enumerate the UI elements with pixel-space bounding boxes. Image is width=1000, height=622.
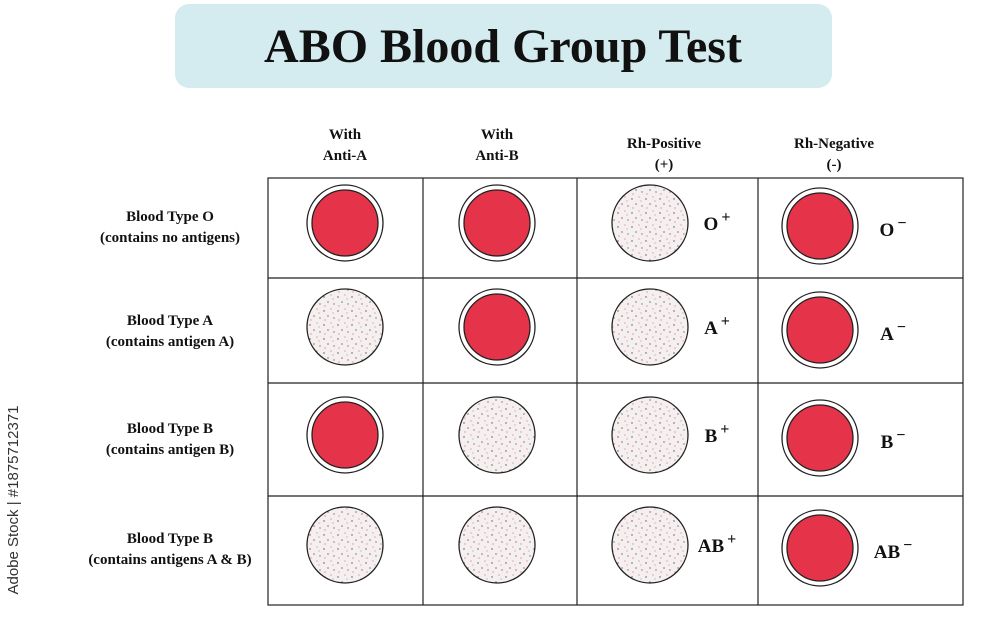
watermark: Adobe Stock | #1875712371 <box>5 405 22 594</box>
row-label: Blood Type O <box>126 209 214 225</box>
blood-type: O + <box>704 209 731 235</box>
rh-sign: − <box>903 537 912 554</box>
column-header: Rh-Positive <box>627 136 702 152</box>
table-grid <box>267 177 964 606</box>
blood-type: AB + <box>698 531 737 557</box>
row-label: (contains antigens A & B) <box>88 552 251 568</box>
type-letter: A <box>704 318 718 339</box>
column-header: Anti-B <box>475 148 518 164</box>
column-header: (-) <box>827 157 842 173</box>
title: ABO Blood Group Test <box>264 20 742 73</box>
well-red <box>786 192 854 260</box>
type-letter: AB <box>698 536 725 557</box>
type-letter: B <box>881 432 894 453</box>
row-label: Blood Type A <box>127 313 213 329</box>
well-red <box>786 514 854 582</box>
well-clumped <box>611 396 689 474</box>
column-header: Anti-A <box>323 148 367 164</box>
well-red <box>463 293 531 361</box>
rh-sign: + <box>720 421 729 438</box>
type-letter: B <box>705 426 718 447</box>
well-red <box>311 189 379 257</box>
type-letter: AB <box>874 542 901 563</box>
row-label: (contains antigen A) <box>106 334 234 350</box>
column-header: (+) <box>655 157 674 173</box>
type-letter: O <box>880 220 895 241</box>
well-clumped <box>458 396 536 474</box>
type-letter: O <box>704 214 719 235</box>
column-header: Rh-Negative <box>794 136 874 152</box>
rh-sign: − <box>897 319 906 336</box>
row-label: (contains no antigens) <box>100 230 240 246</box>
well-red <box>786 404 854 472</box>
well-clumped <box>458 506 536 584</box>
well-clumped <box>611 288 689 366</box>
well-clumped <box>306 288 384 366</box>
rh-sign: + <box>721 209 730 226</box>
blood-type: AB − <box>874 537 913 563</box>
well-red <box>311 401 379 469</box>
blood-type: O − <box>880 215 907 241</box>
well-red <box>786 296 854 364</box>
blood-type: A − <box>880 319 906 345</box>
row-label: (contains antigen B) <box>106 442 234 458</box>
well-red <box>463 189 531 257</box>
type-letter: A <box>880 324 894 345</box>
well-clumped <box>611 506 689 584</box>
well-clumped <box>611 184 689 262</box>
blood-type: B + <box>705 421 730 447</box>
rh-sign: − <box>897 215 906 232</box>
rh-sign: − <box>896 427 905 444</box>
blood-type: B − <box>881 427 906 453</box>
blood-type: A + <box>704 313 730 339</box>
row-label: Blood Type B <box>127 421 213 437</box>
rh-sign: + <box>727 531 736 548</box>
well-clumped <box>306 506 384 584</box>
column-header: With <box>329 127 362 143</box>
row-label: Blood Type B <box>127 531 213 547</box>
column-header: With <box>481 127 514 143</box>
rh-sign: + <box>721 313 730 330</box>
title-box <box>175 4 832 88</box>
